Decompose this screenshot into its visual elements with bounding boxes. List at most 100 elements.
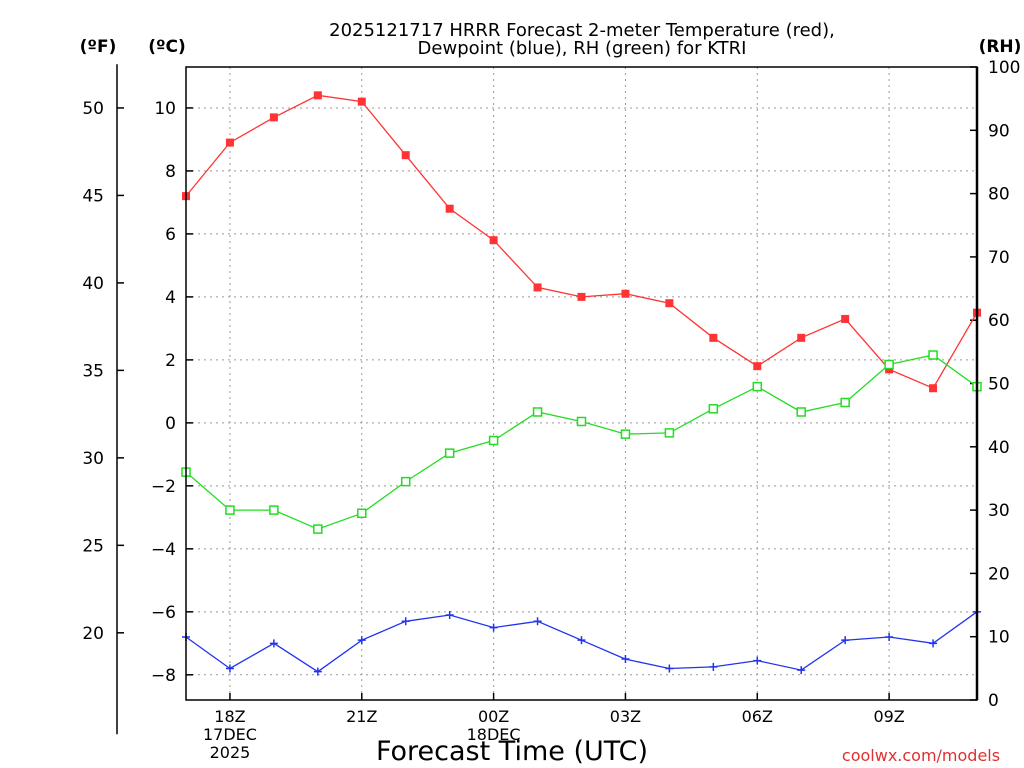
data-series (181, 91, 982, 676)
point-temperature (929, 384, 938, 393)
plot-frame (185, 66, 978, 701)
point-rh (752, 381, 763, 392)
fahrenheit-unit-label: (ºF) (80, 37, 117, 57)
celsius-tick-label: −6 (151, 603, 176, 623)
point-dewpoint (489, 623, 498, 632)
x-axis-title: Forecast Time (UTC) (376, 736, 648, 767)
x-tick-label: 17DEC (203, 725, 257, 744)
point-dewpoint (225, 664, 234, 673)
point-rh (400, 476, 411, 487)
fahrenheit-tick-label: 35 (82, 361, 104, 381)
point-rh (225, 505, 235, 515)
rh-tick-label: 20 (988, 564, 1010, 584)
point-temperature (357, 97, 366, 106)
x-tick-label: 2025 (210, 743, 251, 762)
point-temperature (665, 299, 674, 308)
point-dewpoint (929, 639, 938, 648)
point-rh (488, 435, 499, 446)
point-dewpoint (577, 636, 586, 645)
point-temperature (401, 151, 410, 160)
rh-tick-label: 40 (988, 438, 1010, 458)
rh-tick-label: 10 (988, 628, 1010, 648)
rh-tick-label: 30 (988, 501, 1010, 521)
point-rh (884, 359, 894, 370)
rh-tick-label: 60 (988, 311, 1010, 331)
series-line-temperature (185, 94, 978, 390)
point-dewpoint (533, 617, 542, 626)
point-dewpoint (313, 667, 322, 676)
rh-tick-label: 90 (988, 121, 1010, 141)
point-temperature (577, 292, 586, 301)
point-temperature (885, 365, 894, 374)
point-rh (840, 397, 850, 408)
x-tick-label: 03Z (610, 707, 641, 726)
point-dewpoint (841, 636, 850, 645)
celsius-tick-label: 6 (165, 225, 176, 245)
fahrenheit-tick-label: 25 (82, 536, 104, 556)
point-temperature (269, 113, 278, 122)
rh-tick-label: 80 (988, 185, 1010, 205)
point-rh (532, 407, 543, 417)
point-dewpoint (269, 639, 278, 648)
point-temperature (841, 314, 850, 323)
axes: 1086420−2−4−6−85045403530252010090807060… (82, 58, 1020, 762)
rh-tick-label: 50 (988, 375, 1010, 395)
point-rh (269, 505, 279, 515)
fahrenheit-tick-label: 50 (82, 99, 104, 119)
point-temperature (489, 236, 498, 245)
celsius-tick-label: −8 (151, 666, 176, 686)
point-temperature (225, 138, 234, 147)
x-tick-label: 00Z (478, 707, 509, 726)
point-rh (444, 448, 455, 458)
celsius-tick-label: 4 (165, 288, 176, 308)
point-dewpoint (665, 664, 674, 673)
x-tick-label: 18Z (214, 707, 245, 726)
chart-title-line-1: 2025121717 HRRR Forecast 2-meter Tempera… (329, 20, 835, 41)
celsius-tick-label: 10 (154, 99, 176, 119)
series-line-rh (185, 354, 978, 530)
point-rh (620, 429, 631, 439)
point-temperature (313, 91, 322, 100)
point-dewpoint (357, 636, 366, 645)
point-dewpoint (797, 666, 806, 675)
fahrenheit-tick-label: 30 (82, 449, 104, 469)
point-temperature (621, 289, 630, 298)
fahrenheit-tick-label: 20 (82, 624, 104, 644)
rh-unit-label: (RH) (979, 37, 1022, 57)
point-rh (313, 524, 323, 534)
point-rh (357, 508, 367, 519)
x-tick-label: 09Z (873, 707, 904, 726)
point-rh (796, 407, 806, 417)
point-rh (664, 428, 675, 438)
chart-title-line-2: Dewpoint (blue), RH (green) for KTRI (418, 38, 747, 59)
point-temperature (533, 283, 542, 292)
point-temperature (753, 362, 762, 371)
point-dewpoint (401, 617, 410, 626)
celsius-unit-label: (ºC) (148, 37, 186, 57)
rh-tick-label: 70 (988, 248, 1010, 268)
point-temperature (797, 333, 806, 342)
celsius-tick-label: −2 (151, 477, 176, 497)
point-dewpoint (885, 633, 894, 642)
rh-tick-label: 0 (988, 691, 999, 711)
fahrenheit-tick-label: 40 (82, 274, 104, 294)
celsius-tick-label: 2 (165, 351, 176, 371)
x-tick-label: 18DEC (467, 725, 521, 744)
point-temperature (709, 333, 718, 342)
point-dewpoint (621, 655, 630, 664)
rh-tick-label: 100 (988, 58, 1020, 78)
celsius-tick-label: 0 (165, 414, 176, 434)
point-rh (576, 416, 587, 427)
point-dewpoint (445, 610, 454, 619)
watermark: coolwx.com/models (842, 746, 1000, 765)
point-rh (928, 350, 938, 360)
point-rh (708, 404, 719, 414)
fahrenheit-tick-label: 45 (82, 186, 104, 206)
celsius-tick-label: −4 (151, 540, 176, 560)
celsius-tick-label: 8 (165, 162, 176, 182)
point-temperature (445, 204, 454, 213)
x-tick-label: 06Z (742, 707, 773, 726)
point-dewpoint (753, 656, 762, 665)
point-dewpoint (709, 662, 718, 671)
